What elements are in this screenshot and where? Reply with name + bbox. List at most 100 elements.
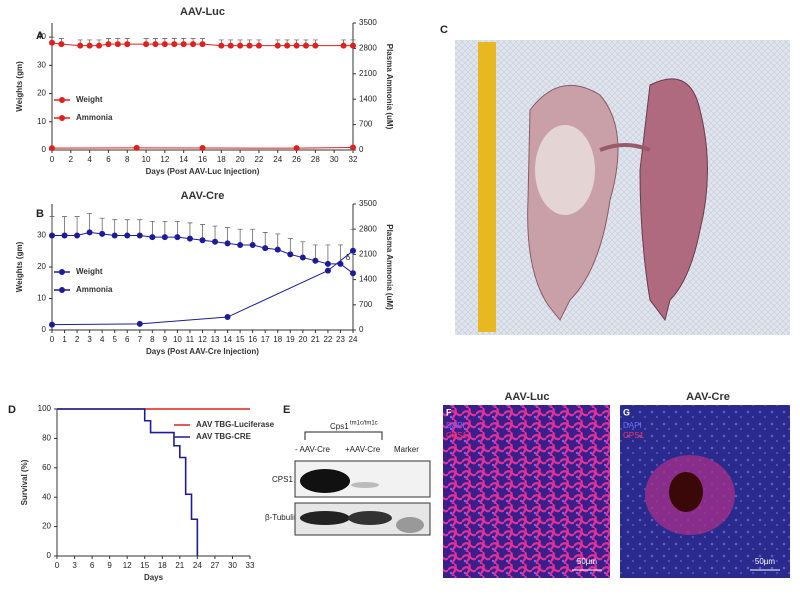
y-axis-label: Weights (gm) — [15, 61, 24, 112]
x-tick-label: 20 — [236, 155, 245, 164]
x-tick-label: 28 — [311, 155, 320, 164]
y-tick-label: 20 — [42, 522, 51, 531]
data-point — [350, 42, 356, 49]
x-tick-label: 19 — [286, 335, 295, 344]
data-point — [274, 246, 281, 253]
image-panel-f: AAV-Luc F DAPI CPS1 50µm — [443, 391, 610, 578]
row-label: CPS1 — [272, 475, 293, 484]
y-tick-label: 0 — [42, 325, 47, 334]
y2-tick-label: 2100 — [359, 250, 377, 259]
data-point — [324, 267, 331, 274]
data-point — [312, 257, 319, 264]
blot-band — [396, 517, 424, 533]
y-tick-label: 0 — [42, 145, 47, 154]
data-point — [77, 42, 84, 49]
x-tick-label: 8 — [125, 155, 130, 164]
lane-label: - AAV-Cre — [295, 445, 331, 454]
y2-tick-label: 3500 — [359, 199, 377, 208]
x-tick-label: 18 — [158, 561, 167, 570]
scale-label: 50µm — [577, 557, 598, 566]
x-tick-label: 2 — [75, 335, 80, 344]
chart-title: AAV-Luc — [180, 6, 225, 18]
x-tick-label: 8 — [150, 335, 155, 344]
data-point — [237, 42, 244, 49]
image-title: AAV-Luc — [504, 391, 549, 403]
legend-marker — [59, 115, 65, 121]
x-tick-label: 1 — [62, 335, 67, 344]
error-bar — [325, 244, 331, 264]
error-bar — [74, 216, 80, 236]
x-tick-label: 4 — [87, 155, 92, 164]
panel-letter: D — [8, 404, 16, 416]
data-point — [152, 41, 159, 48]
row-label: β-Tubulin — [265, 513, 298, 522]
x-tick-label: 18 — [273, 335, 282, 344]
y2-tick-label: 2100 — [359, 69, 377, 78]
data-point — [293, 42, 300, 49]
data-point — [96, 42, 103, 49]
data-point — [246, 42, 253, 49]
x-tick-label: 3 — [87, 335, 92, 344]
panel-letter: B — [36, 208, 44, 220]
y2-tick-label: 0 — [359, 325, 364, 334]
data-point — [350, 144, 356, 151]
x-tick-label: 27 — [210, 561, 219, 570]
data-point — [255, 42, 262, 49]
legend-label: Ammonia — [76, 285, 113, 294]
series-line — [57, 408, 199, 556]
blot-panel: E Cps1 tm1c/tm1c - AAV-Cre +AAV-Cre Mark… — [265, 404, 431, 536]
data-point — [227, 42, 234, 49]
y2-tick-label: 1400 — [359, 94, 377, 103]
x-tick-label: 22 — [254, 155, 263, 164]
x-tick-label: 21 — [175, 561, 184, 570]
data-point — [324, 260, 331, 267]
data-point — [149, 234, 156, 241]
chart-title: AAV-Cre — [181, 190, 225, 202]
fluorescence-image — [443, 405, 610, 578]
x-tick-label: 16 — [198, 155, 207, 164]
x-axis-label: Days (Post AAV-Cre Injection) — [146, 347, 259, 356]
x-tick-label: 12 — [123, 561, 132, 570]
y-tick-label: 30 — [37, 231, 46, 240]
mouse-left-belly — [535, 125, 595, 215]
x-tick-label: 17 — [261, 335, 270, 344]
data-point — [212, 238, 219, 245]
x-tick-label: 3 — [72, 561, 77, 570]
legend-marker — [59, 97, 65, 103]
y2-tick-label: 700 — [359, 120, 373, 129]
legend-label: Ammonia — [76, 113, 113, 122]
data-point — [224, 240, 231, 247]
data-point — [133, 144, 140, 151]
blot-band — [348, 511, 392, 525]
data-point — [49, 145, 55, 152]
x-tick-label: 5 — [112, 335, 117, 344]
y-tick-label: 40 — [42, 492, 51, 501]
data-point — [274, 42, 281, 49]
data-point — [174, 234, 181, 241]
x-tick-label: 26 — [292, 155, 301, 164]
y-tick-label: 10 — [37, 294, 46, 303]
panel-letter: E — [283, 404, 290, 416]
x-tick-label: 10 — [173, 335, 182, 344]
annotation: δ — [346, 253, 351, 262]
y-tick-label: 20 — [37, 89, 46, 98]
x-tick-label: 6 — [125, 335, 130, 344]
y2-tick-label: 0 — [359, 145, 364, 154]
x-tick-label: 0 — [50, 335, 55, 344]
y-tick-label: 10 — [37, 117, 46, 126]
stain-label: CPS1 — [623, 431, 644, 440]
legend-marker — [59, 287, 65, 293]
data-point — [111, 232, 118, 239]
data-point — [186, 235, 193, 242]
data-point — [199, 41, 206, 48]
x-tick-label: 18 — [217, 155, 226, 164]
x-tick-label: 0 — [50, 155, 55, 164]
mouse-right — [639, 78, 708, 322]
data-point — [224, 314, 231, 321]
data-point — [161, 41, 168, 48]
y-axis-label: Weights (gm) — [15, 241, 24, 292]
data-point — [143, 41, 150, 48]
x-tick-label: 12 — [160, 155, 169, 164]
data-point — [340, 42, 347, 49]
